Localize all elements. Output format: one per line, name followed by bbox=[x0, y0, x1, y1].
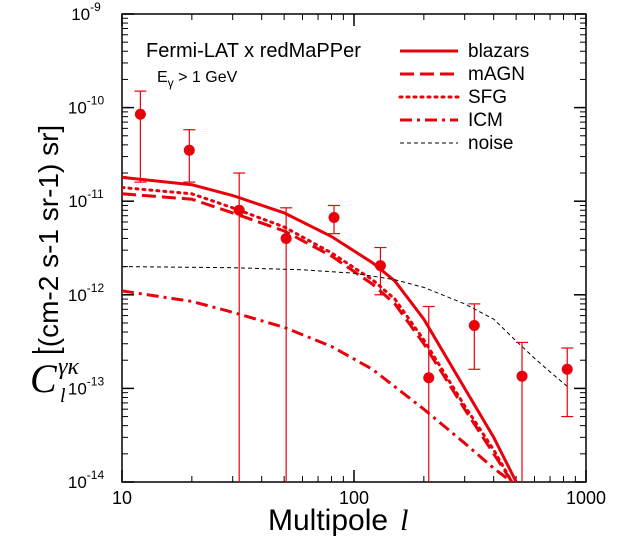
y-tick-label: 10-14 bbox=[68, 468, 105, 492]
legend-mask bbox=[392, 40, 572, 170]
y-tick-label: 10-12 bbox=[68, 281, 105, 305]
data-point bbox=[280, 232, 292, 244]
y-axis-symbol-l: l bbox=[60, 385, 66, 407]
chart-subtitle-rest: > 1 GeV bbox=[174, 69, 238, 86]
chart-subtitle: Eγ > 1 GeV bbox=[157, 69, 238, 90]
y-axis-label: [(cm-2 s-1 sr-1) sr] bbox=[33, 125, 64, 355]
data-points bbox=[134, 90, 574, 482]
data-point bbox=[468, 319, 480, 331]
y-axis-symbol-c: C bbox=[30, 356, 58, 401]
chart-subtitle-sub: γ bbox=[168, 76, 174, 90]
legend-label-mAGN: mAGN bbox=[468, 64, 525, 85]
x-tick-label: 10 bbox=[112, 488, 132, 508]
y-axis-label-units: [(cm-2 s-1 sr-1) sr] bbox=[33, 125, 64, 355]
y-axis-symbol: C γκ l bbox=[30, 351, 79, 407]
x-tick-label: 100 bbox=[339, 488, 369, 508]
chart-subtitle-main: E bbox=[157, 69, 168, 86]
legend-label-noise: noise bbox=[468, 133, 513, 154]
data-point bbox=[233, 204, 245, 216]
axis-ticks: 10 100 1000 10-14 10-13 10-12 10-11 10-10 10-9 bbox=[68, 0, 606, 508]
data-point bbox=[328, 211, 340, 223]
y-tick-label: 10-9 bbox=[71, 0, 101, 24]
data-point bbox=[516, 370, 528, 382]
data-point bbox=[423, 372, 435, 384]
x-tick-label: 1000 bbox=[566, 488, 606, 508]
x-axis-label-text: Multipole bbox=[268, 504, 388, 537]
y-axis-symbol-gk: γκ bbox=[58, 354, 79, 380]
data-point bbox=[183, 144, 195, 156]
series-lines bbox=[122, 175, 570, 482]
x-axis-label: Multipole l bbox=[268, 504, 408, 537]
legend-label-SFG: SFG bbox=[468, 87, 507, 108]
x-axis-label-symbol: l bbox=[400, 504, 408, 537]
legend-label-blazars: blazars bbox=[468, 41, 529, 62]
series-line-noise bbox=[122, 266, 570, 389]
data-point bbox=[561, 363, 573, 375]
series-line-blazars bbox=[122, 175, 518, 482]
legend-label-ICM: ICM bbox=[468, 110, 503, 131]
y-tick-label: 10-10 bbox=[68, 94, 105, 118]
series-line-ICM bbox=[122, 289, 513, 482]
data-point bbox=[374, 260, 386, 272]
series-line-SFG bbox=[122, 186, 514, 482]
y-tick-label: 10-13 bbox=[68, 374, 105, 398]
chart-title: Fermi-LAT x redMaPPer bbox=[146, 40, 361, 62]
y-tick-label: 10-11 bbox=[68, 187, 104, 211]
series-line-mAGN bbox=[122, 192, 514, 482]
data-point bbox=[134, 108, 146, 120]
